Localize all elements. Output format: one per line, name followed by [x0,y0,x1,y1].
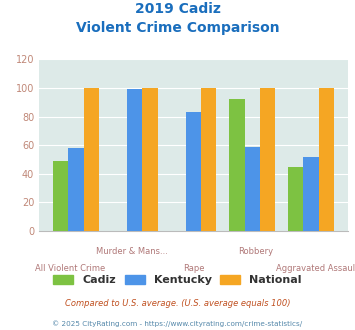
Bar [229,99,245,231]
Bar [318,88,334,231]
Text: Robbery: Robbery [238,248,273,256]
Bar [84,88,99,231]
Bar [127,89,142,231]
Text: © 2025 CityRating.com - https://www.cityrating.com/crime-statistics/: © 2025 CityRating.com - https://www.city… [53,320,302,327]
Bar [142,88,158,231]
Text: Murder & Mans...: Murder & Mans... [96,248,168,256]
Bar [303,157,318,231]
Bar [260,88,275,231]
Legend: Cadiz, Kentucky, National: Cadiz, Kentucky, National [50,271,305,288]
Text: 2019 Cadiz: 2019 Cadiz [135,2,220,16]
Text: Compared to U.S. average. (U.S. average equals 100): Compared to U.S. average. (U.S. average … [65,299,290,308]
Bar [288,167,303,231]
Text: Aggravated Assault: Aggravated Assault [276,264,355,273]
Bar [69,148,84,231]
Text: Violent Crime Comparison: Violent Crime Comparison [76,21,279,35]
Bar [245,147,260,231]
Bar [53,161,69,231]
Bar [201,88,217,231]
Text: All Violent Crime: All Violent Crime [35,264,105,273]
Bar [186,112,201,231]
Text: Rape: Rape [183,264,204,273]
